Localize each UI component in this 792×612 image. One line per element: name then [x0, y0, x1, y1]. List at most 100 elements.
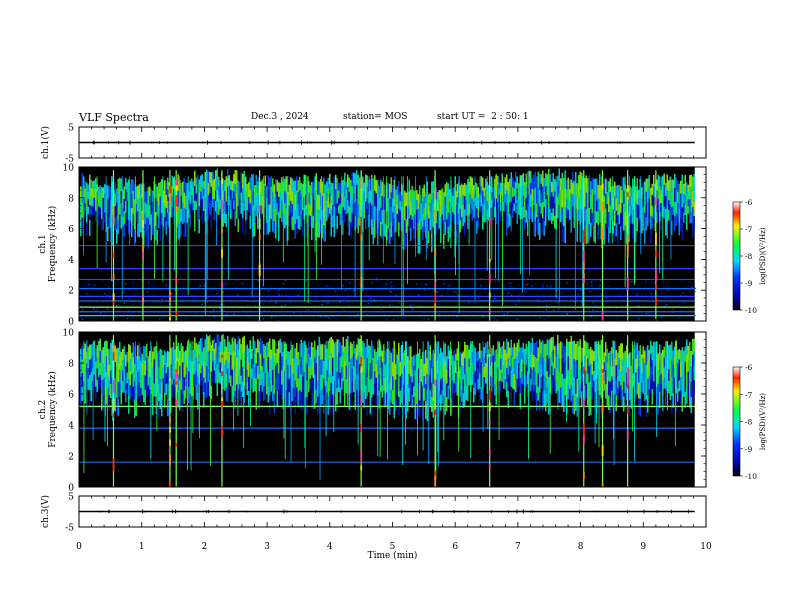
- ch1-spectrogram-emission-cell: [129, 196, 131, 210]
- ch1-spectrogram-emission-cell: [614, 196, 616, 212]
- ch2-spectrogram-emission-cell: [390, 389, 392, 403]
- ch1-spectrogram-noise-speck: [588, 308, 590, 310]
- ch2-spectrogram-emission-cell: [333, 355, 335, 369]
- ch2-spectrogram-emission-cell: [281, 356, 283, 371]
- ch1-spectrogram-emission-cell: [515, 202, 517, 214]
- ch1-spectrogram-emission-cell: [581, 172, 583, 186]
- ch2-spectrogram-emission-cell: [321, 388, 323, 405]
- ch1-spectrogram-emission-cell: [150, 189, 152, 203]
- ch1-spectrogram-emission-cell: [663, 184, 665, 197]
- ch1-spectrogram-noise-speck: [92, 308, 95, 310]
- ch2-spectrogram-emission-cell: [224, 338, 226, 353]
- ch1-spectrogram-emission-cell: [416, 219, 418, 231]
- ch1-spectrogram-emission-cell: [686, 206, 688, 219]
- ch1-spectrogram-emission-cell: [557, 207, 559, 219]
- ch2-spectrogram-emission-cell: [345, 338, 347, 353]
- ch2-spectrogram-emission-cell: [120, 364, 122, 379]
- ch2-spectrogram-emission-cell: [189, 360, 191, 378]
- ch1-spectrogram-emission-cell: [581, 209, 583, 223]
- ch1-spectrogram-emission-cell: [326, 181, 328, 192]
- ch2-spectrogram-emission-cell: [114, 362, 116, 379]
- ch2-spectrogram-emission-cell: [426, 373, 428, 390]
- ch1-spectrogram-noise-speck: [100, 313, 102, 315]
- ch1-spectrogram-emission-cell: [462, 195, 464, 206]
- ch1-spectrogram-emission-cell: [639, 205, 641, 221]
- ch1-spectrogram-noise-speck: [372, 280, 374, 282]
- ch1-spectrogram-emission-cell: [503, 211, 505, 222]
- ch2-spectrogram-emission-cell: [374, 360, 376, 372]
- ch1-spectrogram-emission-cell: [620, 199, 622, 214]
- ch2-spectrogram-emission-cell: [402, 363, 404, 375]
- ch2-spectrogram-emission-cell: [251, 349, 253, 360]
- ch1-spectrogram-emission-cell: [572, 205, 574, 218]
- ch1-spectrogram-emission-cell: [254, 210, 256, 224]
- ch2-spectrogram-emission-cell: [467, 358, 469, 374]
- ch1-spectrogram-emission-cell: [144, 213, 146, 225]
- ch2-spectrogram-emission-cell: [356, 344, 358, 361]
- ch1-spectrogram-noise-speck: [493, 294, 495, 296]
- ch2-spectrogram-emission-cell: [419, 383, 421, 401]
- ch1-spectrogram-emission-cell: [578, 197, 580, 210]
- ch1-spectrogram-emission-cell: [516, 188, 518, 201]
- ch2-spectrogram-emission-cell: [110, 356, 112, 371]
- ch2-spectrogram-emission-cell: [326, 381, 328, 393]
- ch2-spectrogram-emission-cell: [152, 351, 154, 368]
- ch2-spectrogram-emission-cell: [183, 390, 185, 404]
- ch2-spectrogram-emission-cell: [507, 358, 509, 376]
- ch2-spectrogram-emission-cell: [494, 350, 496, 363]
- ch2-spectrogram-emission-cell: [515, 358, 517, 371]
- ch1-spectrogram-noise-speck: [609, 284, 611, 287]
- ch2-spectrogram-emission-cell: [401, 388, 403, 404]
- ch1-spectrogram-emission-cell: [212, 171, 214, 182]
- ch2-spectrogram-emission-cell: [264, 359, 266, 374]
- ch1-spectrogram-emission-cell: [675, 189, 677, 203]
- ch1-spectrogram-noise-speck: [305, 310, 307, 312]
- ch2-spectrogram-emission-cell: [572, 377, 574, 396]
- ch2-spectrogram-emission-cell: [560, 341, 562, 358]
- ch1-spectrogram-emission-cell: [371, 174, 373, 191]
- ch1-spectrogram-emission-cell: [467, 191, 469, 205]
- ch2-spectrogram-emission-cell: [203, 347, 205, 363]
- ch1-spectrogram-emission-cell: [671, 193, 673, 208]
- ch2-spectrogram-y-tick-label: 4: [68, 422, 74, 432]
- ch2-spectrogram-emission-cell: [225, 360, 227, 375]
- ch2-spectrogram-strong-spheric-core: [112, 379, 115, 393]
- ch2-spectrogram-emission-cell: [350, 392, 352, 411]
- ch1-spectrogram-noise-speck: [242, 282, 244, 285]
- ch1-spectrogram-noise-speck: [601, 294, 603, 296]
- ch1-spectrogram-emission-cell: [372, 194, 374, 212]
- ch2-spectrogram-emission-cell: [644, 350, 646, 364]
- ch2-spectrogram-strong-spheric-core: [601, 483, 604, 487]
- ch1-spectrogram-emission-cell: [656, 179, 658, 191]
- ch2-spectrogram-emission-cell: [485, 343, 487, 354]
- ch1-spectrogram-emission-cell: [456, 197, 458, 212]
- ch1-spectrogram-noise-speck: [519, 284, 521, 286]
- ch2-spectrogram-emission-cell: [543, 375, 545, 392]
- ch1-spectrogram-emission-cell: [564, 188, 566, 207]
- ch1-spectrogram-noise-speck: [202, 305, 205, 308]
- ch1-spectrogram-emission-cell: [240, 203, 242, 214]
- ch1-spectrogram-noise-speck: [333, 316, 335, 318]
- ch2-spectrogram-emission-cell: [399, 390, 401, 406]
- ch2-spectrogram-emission-cell: [626, 359, 628, 374]
- ch2-spectrogram-emission-cell: [146, 357, 148, 371]
- ch2-spectrogram-emission-cell: [174, 373, 176, 387]
- ch1-spectrogram-noise-speck: [683, 302, 686, 304]
- ch1-spectrogram-noise-speck: [468, 302, 470, 304]
- ch2-spectrogram-emission-cell: [167, 350, 169, 368]
- ch2-spectrogram-emission-cell: [492, 365, 494, 377]
- ch1-spectrogram-emission-cell: [485, 178, 487, 190]
- ch1-spectrogram-emission-cell: [227, 168, 229, 179]
- ch1-spectrogram-emission-cell: [330, 209, 332, 224]
- ch1-spectrogram-emission-cell: [182, 181, 184, 193]
- ch1-spectrogram-emission-cell: [422, 200, 424, 215]
- ch1-spectrogram-noise-speck: [344, 289, 347, 292]
- ch1-spectrogram-emission-cell: [537, 171, 539, 188]
- ch1-spectrogram-emission-cell: [600, 185, 602, 200]
- ch1-spectrogram-emission-cell: [693, 174, 695, 189]
- ch2-spectrogram-emission-cell: [464, 358, 466, 375]
- ch1-spectrogram-emission-cell: [573, 180, 575, 194]
- ch2-spectrogram-emission-cell: [279, 352, 281, 368]
- ch2-spectrogram-emission-cell: [333, 368, 335, 382]
- ch2-spectrogram-emission-cell: [128, 395, 130, 414]
